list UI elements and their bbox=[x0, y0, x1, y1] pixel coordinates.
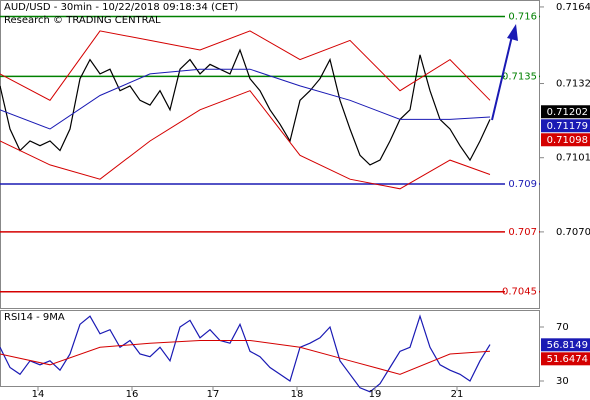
chart-subtitle: Research © TRADING CENTRAL bbox=[4, 15, 161, 26]
y-tick-label: 30 bbox=[556, 376, 569, 387]
y-tick-label: 0.7164 bbox=[556, 2, 590, 13]
x-tick-label: 16 bbox=[126, 389, 139, 400]
level-label: 0.709 bbox=[508, 179, 537, 190]
y-tick-label: 0.7070 bbox=[556, 227, 590, 238]
series-line bbox=[0, 90, 491, 190]
price-tag-label: 0.71202 bbox=[547, 107, 588, 118]
price-tag-label: 0.71179 bbox=[547, 121, 588, 132]
price-tag-label: 0.71098 bbox=[547, 135, 588, 146]
plot-layer: 0.716 0.7135 0.709 0.707 0.7045 bbox=[0, 10, 540, 393]
main-frame bbox=[0, 0, 540, 309]
level-label-bg bbox=[505, 285, 539, 298]
level-label-bg bbox=[505, 225, 539, 238]
chart-title: AUD/USD - 30min - 10/22/2018 09:18:34 (C… bbox=[4, 2, 238, 13]
level-label: 0.7045 bbox=[502, 287, 537, 298]
y-tick-label: 70 bbox=[556, 322, 569, 333]
series-line bbox=[0, 48, 491, 166]
series-line bbox=[0, 30, 491, 101]
projection-arrow bbox=[491, 35, 513, 121]
level-label: 0.716 bbox=[508, 12, 537, 23]
price-tag bbox=[541, 119, 590, 133]
level-label-bg bbox=[505, 178, 539, 191]
price-tag bbox=[541, 105, 590, 119]
x-tick-label: 14 bbox=[32, 389, 45, 400]
price-tag bbox=[541, 338, 590, 352]
x-tick-label: 19 bbox=[369, 389, 382, 400]
y-tick-label: 0.7132 bbox=[556, 79, 590, 90]
price-tag bbox=[541, 133, 590, 147]
level-label: 0.7135 bbox=[502, 71, 537, 82]
price-tag-label: 51.6474 bbox=[547, 354, 588, 365]
x-tick-label: 17 bbox=[207, 389, 220, 400]
series-line bbox=[0, 314, 491, 393]
series-line bbox=[0, 68, 491, 130]
price-tag-label: 56.8149 bbox=[547, 340, 588, 351]
level-label-bg bbox=[505, 10, 539, 23]
x-tick-label: 21 bbox=[451, 389, 464, 400]
series-line bbox=[0, 340, 491, 375]
y-tick-label: 0.7101 bbox=[556, 153, 590, 164]
rsi-title: RSI14 - 9MA bbox=[4, 312, 65, 323]
price-tag bbox=[541, 352, 590, 366]
level-label: 0.707 bbox=[508, 227, 537, 238]
x-tick-label: 18 bbox=[291, 389, 304, 400]
projection-arrowhead bbox=[507, 24, 518, 41]
level-label-bg bbox=[505, 70, 539, 83]
rsi-frame bbox=[0, 310, 540, 387]
